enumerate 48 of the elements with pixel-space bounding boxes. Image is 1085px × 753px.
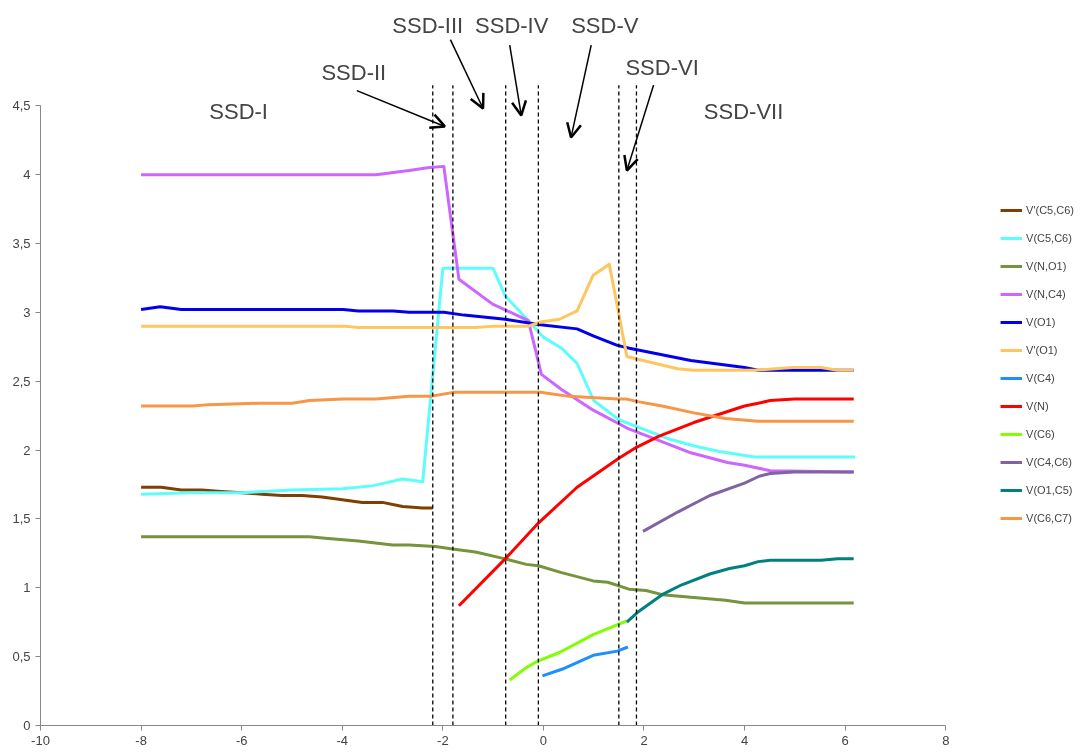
line-series	[457, 397, 856, 608]
x-tick-label: 2	[640, 732, 648, 748]
x-tick-label: -6	[235, 732, 248, 748]
x-tick-label: 4	[740, 732, 749, 748]
line-series	[625, 557, 856, 624]
line-series	[139, 535, 856, 605]
y-tick-label: 2,5	[12, 373, 31, 389]
y-tick-label: 0	[23, 718, 31, 733]
y-tick-label: 3	[23, 304, 31, 320]
text: SSD-III	[392, 13, 464, 39]
y-tick-label: 4,5	[12, 98, 31, 114]
x-tick-label: 0	[539, 732, 548, 748]
text: SSD-II	[321, 60, 387, 86]
annotation: SSD-VII	[703, 98, 784, 124]
legend-label: V(N,O1)	[1026, 259, 1067, 272]
y-tick-label: 0,5	[12, 649, 31, 665]
text: SSD-V	[571, 13, 639, 39]
legend-label: V(C4)	[1026, 371, 1055, 384]
y-tick-label: 3,5	[12, 236, 31, 251]
line-series	[508, 619, 629, 682]
line-series	[139, 262, 856, 372]
y-tick-label: 1,5	[12, 511, 31, 527]
legend-label: V(C4,C6)	[1026, 455, 1072, 468]
legend-label: V'(O1)	[1026, 343, 1058, 356]
legend-label: V(O1,C5)	[1026, 483, 1073, 496]
legend-label: V'(C5,C6)	[1026, 203, 1074, 216]
line-series	[540, 645, 630, 678]
x-tick-label: -2	[437, 732, 449, 748]
legend-label: V(C6,C7)	[1026, 511, 1072, 524]
legend-label: V(O1)	[1026, 315, 1056, 328]
x-tick-label: -10	[31, 732, 50, 748]
line-series	[139, 266, 857, 496]
y-tick-label: 4	[23, 167, 31, 183]
x-tick-label: 8	[942, 732, 950, 748]
legend-label: V(N)	[1026, 399, 1049, 412]
legend-label: V(N,C4)	[1026, 287, 1066, 300]
annotation: SSD-I	[209, 98, 268, 124]
line-series	[139, 390, 856, 423]
line-series	[641, 470, 856, 533]
x-tick-label: -4	[336, 732, 349, 748]
legend-label: V(C6)	[1026, 427, 1055, 440]
y-tick-label: 2	[23, 442, 31, 458]
x-tick-label: 6	[841, 732, 849, 748]
y-tick-label: 1	[23, 580, 31, 596]
text: SSD-IV	[475, 13, 549, 39]
x-tick-label: -8	[135, 732, 147, 748]
legend-label: V(C5,C6)	[1026, 231, 1072, 244]
text: SSD-VI	[625, 54, 699, 80]
